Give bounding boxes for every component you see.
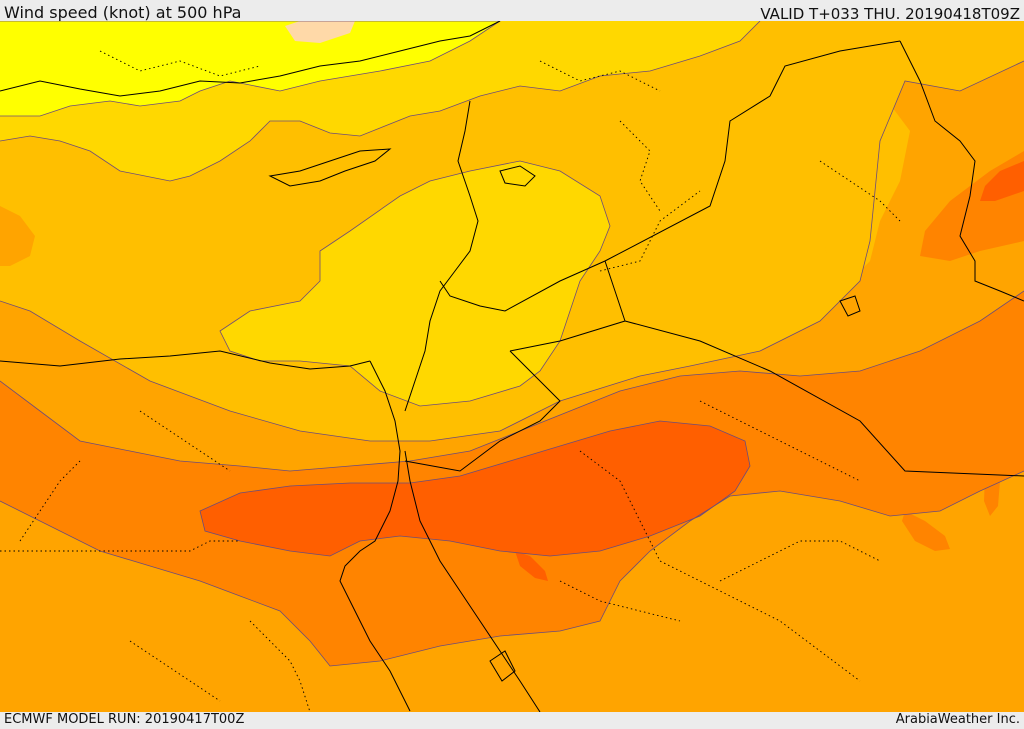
band-20-30-central	[220, 161, 610, 406]
map-title: Wind speed (knot) at 500 hPa	[4, 3, 242, 22]
band-50-60-blob-1	[902, 511, 950, 551]
model-run: ECMWF MODEL RUN: 20190417T00Z	[4, 712, 245, 727]
contour-lines	[0, 21, 1024, 667]
valid-time: VALID T+033 THU. 20190418T09Z	[760, 5, 1020, 23]
credit: ArabiaWeather Inc.	[895, 712, 1020, 727]
band-60-70-east	[980, 161, 1024, 201]
map-canvas	[0, 21, 1024, 712]
band-10-20-north	[0, 21, 500, 116]
calm-patch	[285, 21, 355, 43]
province-lines	[0, 50, 901, 712]
wind-speed-map[interactable]	[0, 21, 1024, 712]
band-50-60-blob-3	[984, 476, 1000, 516]
header-bar: Wind speed (knot) at 500 hPa VALID T+033…	[0, 0, 1024, 23]
country-borders	[0, 21, 1024, 712]
band-40-50-west-bulge	[0, 206, 35, 266]
band-50-60-blob-2	[515, 551, 548, 581]
band-30-40-east	[820, 81, 910, 281]
footer-bar: ECMWF MODEL RUN: 20190417T00Z ArabiaWeat…	[0, 712, 1024, 729]
band-60-70-core	[200, 421, 750, 556]
